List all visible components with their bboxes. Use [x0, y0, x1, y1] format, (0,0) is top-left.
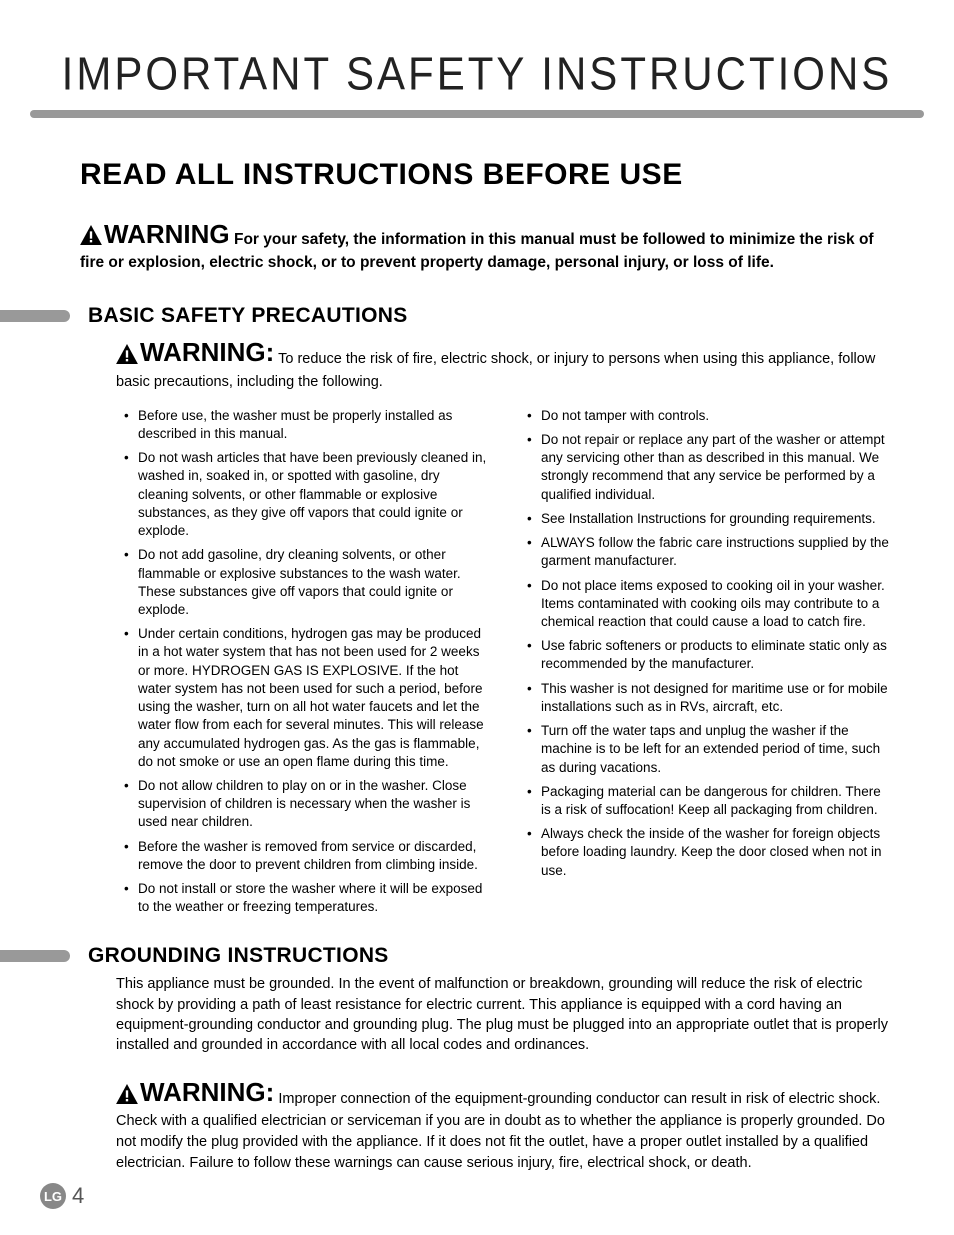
- page-footer: LG 4: [40, 1183, 84, 1209]
- list-item: Do not add gasoline, dry cleaning solven…: [128, 546, 491, 619]
- warning-label-text: WARNING: [104, 216, 230, 252]
- list-item: Use fabric softeners or products to elim…: [531, 637, 894, 673]
- grounding-body-text: This appliance must be grounded. In the …: [116, 974, 894, 1055]
- list-item: ALWAYS follow the fabric care instructio…: [531, 534, 894, 570]
- precautions-right-column: Do not tamper with controls. Do not repa…: [519, 407, 894, 923]
- warning-label: WARNING: [80, 216, 230, 252]
- list-item: Do not allow children to play on or in t…: [128, 777, 491, 832]
- warning-label-text: WARNING:: [140, 1074, 274, 1112]
- list-item: Do not install or store the washer where…: [128, 880, 491, 916]
- list-item: Do not place items exposed to cooking oi…: [531, 577, 894, 632]
- list-item: See Installation Instructions for ground…: [531, 510, 894, 528]
- precautions-left-list: Before use, the washer must be properly …: [116, 407, 491, 917]
- page-title: IMPORTANT SAFETY INSTRUCTIONS: [60, 48, 894, 101]
- grounding-warning-paragraph: WARNING: Improper connection of the equi…: [116, 1074, 894, 1175]
- list-item: Before use, the washer must be properly …: [128, 407, 491, 443]
- warning-triangle-icon: [116, 344, 138, 364]
- section-heading-basic: BASIC SAFETY PRECAUTIONS: [88, 304, 408, 328]
- section-header-grounding: GROUNDING INSTRUCTIONS: [0, 944, 894, 968]
- precautions-left-column: Before use, the washer must be properly …: [116, 407, 491, 923]
- list-item: Do not tamper with controls.: [531, 407, 894, 425]
- precautions-columns: Before use, the washer must be properly …: [116, 407, 894, 923]
- horizontal-divider: [30, 110, 924, 118]
- list-item: Do not repair or replace any part of the…: [531, 431, 894, 504]
- list-item: Packaging material can be dangerous for …: [531, 783, 894, 819]
- section-pill-icon: [0, 310, 70, 322]
- warning-label: WARNING:: [116, 1074, 274, 1112]
- section-heading-grounding: GROUNDING INSTRUCTIONS: [88, 944, 389, 968]
- warning-triangle-icon: [80, 225, 102, 245]
- basic-warning-paragraph: WARNING: To reduce the risk of fire, ele…: [116, 334, 894, 393]
- warning-triangle-icon: [116, 1084, 138, 1104]
- basic-section-body: WARNING: To reduce the risk of fire, ele…: [116, 334, 894, 922]
- list-item: Turn off the water taps and unplug the w…: [531, 722, 894, 777]
- list-item: Before the washer is removed from servic…: [128, 838, 491, 874]
- list-item: Do not wash articles that have been prev…: [128, 449, 491, 540]
- precautions-right-list: Do not tamper with controls. Do not repa…: [519, 407, 894, 880]
- section-pill-icon: [0, 950, 70, 962]
- lg-logo-icon: LG: [40, 1183, 66, 1209]
- page-number: 4: [72, 1183, 84, 1209]
- warning-label-text: WARNING:: [140, 334, 274, 372]
- list-item: Under certain conditions, hydrogen gas m…: [128, 625, 491, 771]
- list-item: This washer is not designed for maritime…: [531, 680, 894, 716]
- section-header-basic: BASIC SAFETY PRECAUTIONS: [0, 304, 894, 328]
- list-item: Always check the inside of the washer fo…: [531, 825, 894, 880]
- main-heading: READ ALL INSTRUCTIONS BEFORE USE: [80, 158, 894, 192]
- warning-label: WARNING:: [116, 334, 274, 372]
- grounding-section-body: This appliance must be grounded. In the …: [116, 974, 894, 1174]
- intro-warning-paragraph: WARNING For your safety, the information…: [80, 216, 894, 274]
